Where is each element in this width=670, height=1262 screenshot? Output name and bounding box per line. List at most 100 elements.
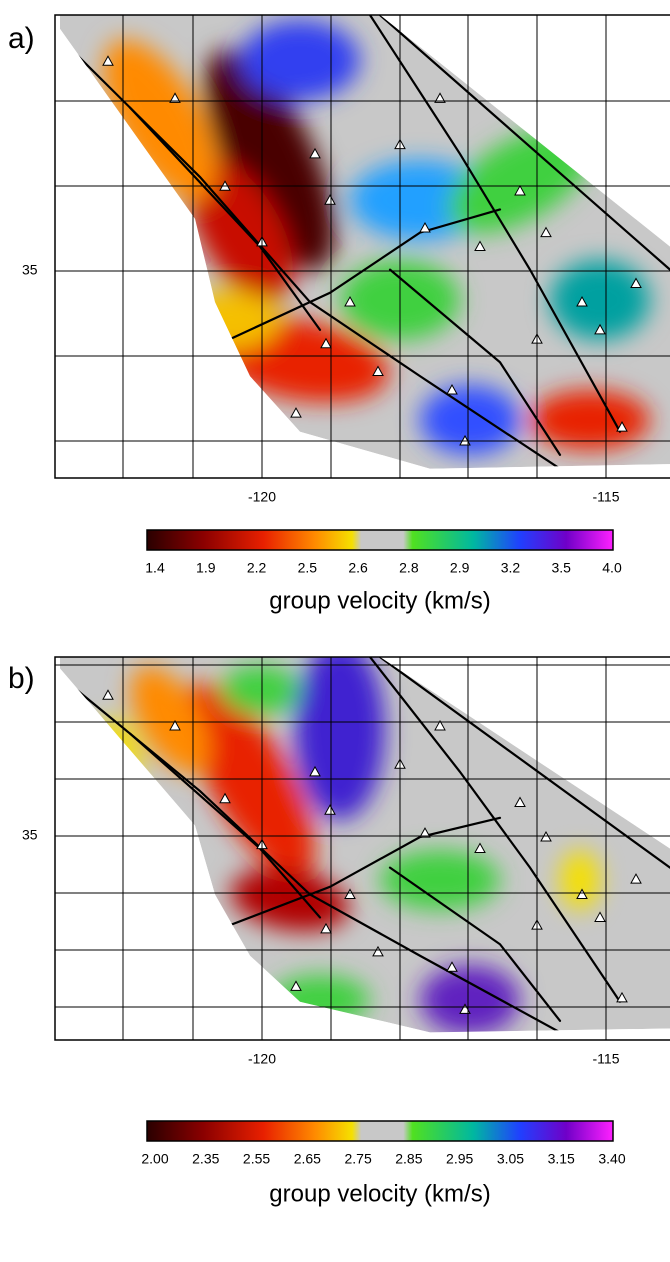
colorbar-tick-label: 4.0	[602, 560, 622, 576]
station	[169, 719, 181, 731]
station	[372, 365, 384, 377]
station	[324, 804, 336, 815]
lon-tick-label: -115	[593, 489, 620, 505]
station	[309, 765, 321, 777]
colorbar-tick-label: 2.95	[446, 1151, 473, 1167]
station	[616, 991, 628, 1003]
colorbar-tick-label: 2.75	[344, 1151, 371, 1167]
station	[630, 277, 642, 289]
station	[576, 296, 588, 307]
colorbar-tick-label: 3.5	[551, 560, 571, 576]
station	[630, 873, 642, 884]
fault	[228, 208, 502, 341]
anomaly	[220, 665, 300, 715]
station	[446, 961, 458, 972]
lat-tick-label: 35	[22, 827, 38, 843]
anomaly	[180, 290, 280, 350]
anomaly	[420, 965, 520, 1033]
station	[594, 911, 606, 922]
anomaly	[270, 975, 370, 1025]
anomaly	[204, 49, 336, 271]
station	[320, 337, 332, 349]
anomaly	[295, 657, 385, 820]
station	[102, 689, 114, 700]
anomaly	[380, 850, 500, 910]
station	[344, 296, 356, 307]
colorbar-tick-label: 2.2	[247, 560, 267, 576]
colorbar-tick-label: 2.65	[294, 1151, 321, 1167]
colorbar-tick-label: 1.9	[196, 560, 216, 576]
fault	[388, 268, 562, 456]
station	[169, 92, 181, 103]
station	[290, 407, 302, 418]
station	[434, 92, 446, 103]
lon-tick-label: -115	[593, 1051, 620, 1067]
station	[540, 830, 552, 842]
station	[290, 980, 302, 991]
colorbar-tick-label: 3.2	[501, 560, 521, 576]
fault	[128, 106, 322, 331]
anomaly	[130, 665, 210, 775]
station	[309, 147, 321, 159]
station	[419, 221, 431, 233]
colorbar-tick-label: 2.35	[192, 1151, 219, 1167]
station	[419, 827, 431, 838]
colorbar: 2.00 2.35 2.55 2.65 2.75 2.85 2.95 3.05 3.15 3.40…	[141, 1120, 626, 1207]
colorbar: 1.4 1.9 2.2 2.5 2.6 2.8 2.9 3.2 3.5 4.0 group velo…	[145, 529, 622, 614]
colorbar-tick-label: 1.4	[145, 560, 165, 576]
velocity-map	[60, 657, 670, 1033]
station	[616, 421, 628, 432]
colorbar-ramp	[146, 1120, 614, 1142]
lon-tick-label: -120	[248, 489, 276, 505]
fault	[368, 657, 622, 1003]
lat-tick-label: 35	[22, 262, 38, 278]
anomaly	[240, 20, 360, 100]
colorbar-tick-label: 3.15	[548, 1151, 575, 1167]
anomaly	[103, 39, 217, 201]
anomaly	[530, 390, 650, 450]
colorbar-tick-label: 2.85	[395, 1151, 422, 1167]
panel-label: a)	[8, 22, 35, 55]
colorbar-ramp	[146, 529, 614, 551]
lon-tick-label: -120	[248, 1051, 276, 1067]
map-panel: a) 35 -120 -115 1.4 1.9 2.2 2.5 2.6 2.8 2.9 3.2 3.5 4…	[8, 14, 670, 614]
fault	[368, 15, 622, 433]
station	[446, 384, 458, 395]
colorbar-tick-label: 2.55	[243, 1151, 270, 1167]
colorbar-tick-label: 2.9	[450, 560, 470, 576]
anomaly	[420, 385, 520, 455]
station	[324, 194, 336, 205]
map-frame	[54, 14, 670, 479]
fault	[228, 816, 502, 927]
colorbar-tick-label: 2.5	[298, 560, 318, 576]
colorbar-label: group velocity (km/s)	[269, 1180, 490, 1207]
anomaly	[560, 850, 600, 910]
velocity-map	[60, 15, 670, 469]
station	[514, 184, 526, 196]
map-frame	[54, 656, 670, 1041]
panel-label: b)	[8, 662, 35, 695]
fault	[378, 15, 670, 271]
colorbar-tick-label: 3.05	[497, 1151, 524, 1167]
station	[474, 240, 486, 251]
station	[372, 945, 384, 957]
station	[320, 922, 332, 934]
station	[344, 888, 356, 899]
fault	[378, 657, 670, 869]
station	[434, 719, 446, 731]
colorbar-tick-label: 2.8	[399, 560, 419, 576]
station	[594, 323, 606, 335]
station	[540, 226, 552, 238]
map-panel: b) 35 -120 -115 2.00 2.35 2.55 2.65 2.75 2.85 2.95…	[8, 656, 670, 1207]
colorbar-label: group velocity (km/s)	[269, 587, 490, 614]
anomaly	[550, 260, 650, 340]
anomalies	[103, 20, 650, 455]
anomaly	[185, 682, 315, 878]
station	[474, 842, 486, 853]
colorbar-tick-label: 2.00	[141, 1151, 168, 1167]
station	[219, 792, 231, 804]
station	[102, 55, 114, 66]
colorbar-tick-label: 2.6	[348, 560, 368, 576]
anomaly	[80, 720, 140, 800]
